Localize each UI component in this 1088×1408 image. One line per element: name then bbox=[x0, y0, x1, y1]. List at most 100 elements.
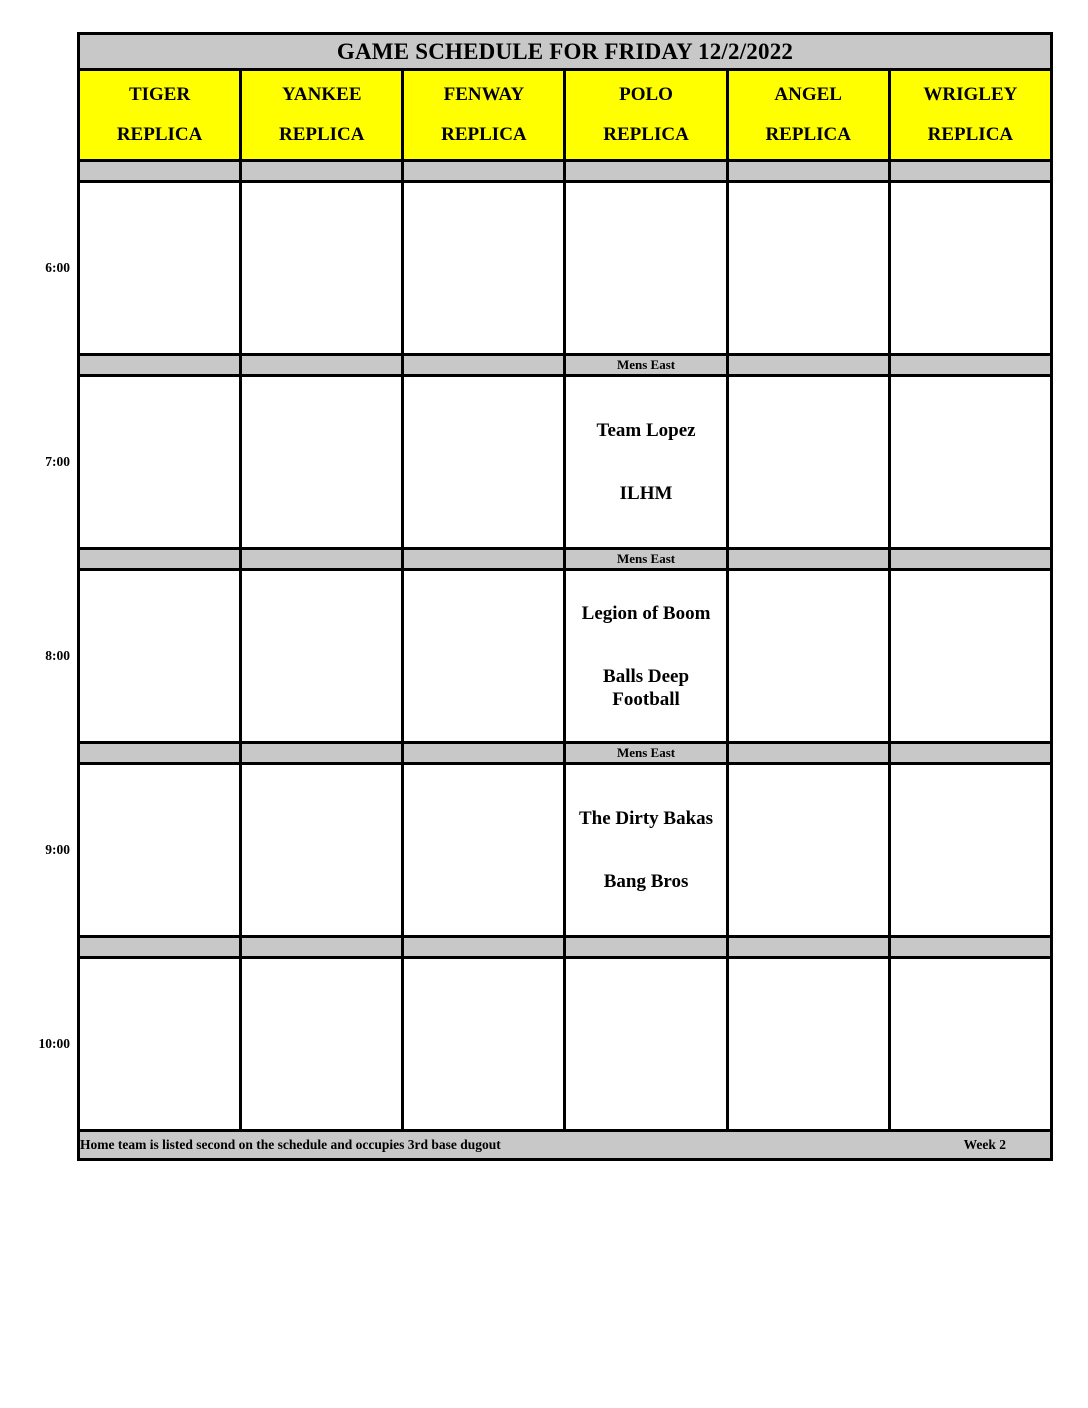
field-suffix: REPLICA bbox=[278, 124, 365, 145]
division-spacer bbox=[76, 935, 243, 959]
game-cell-content bbox=[404, 571, 563, 741]
game-cell-content bbox=[891, 959, 1050, 1129]
division-spacer bbox=[887, 353, 1054, 377]
game-cell[interactable]: Team Lopez ILHM bbox=[563, 374, 729, 550]
game-cell[interactable] bbox=[887, 374, 1054, 550]
time-label-1000: 10:00 bbox=[38, 1036, 71, 1051]
game-cell[interactable] bbox=[239, 568, 405, 744]
game-cell-content bbox=[242, 183, 401, 353]
home-team: Bang Bros bbox=[603, 871, 689, 892]
field-name: POLO bbox=[619, 84, 673, 105]
footer-content: Home team is listed second on the schedu… bbox=[80, 1137, 1050, 1153]
game-cell[interactable] bbox=[239, 180, 405, 356]
game-cell[interactable] bbox=[401, 956, 567, 1132]
field-header-tiger: TIGER REPLICA bbox=[76, 68, 243, 162]
division-label: Mens East bbox=[563, 353, 729, 377]
division-label: Mens East bbox=[563, 547, 729, 571]
game-cell[interactable] bbox=[887, 956, 1054, 1132]
game-cell[interactable] bbox=[76, 762, 243, 938]
game-cell[interactable] bbox=[239, 956, 405, 1132]
footer-cell: Home team is listed second on the schedu… bbox=[77, 1129, 1053, 1161]
game-row: Legion of Boom Balls Deep Football bbox=[76, 568, 1054, 744]
game-cell-content bbox=[242, 765, 401, 935]
division-spacer bbox=[887, 159, 1054, 183]
footer-row: Home team is listed second on the schedu… bbox=[77, 1129, 1053, 1161]
game-row: The Dirty Bakas Bang Bros bbox=[76, 762, 1054, 938]
field-header-polo: POLO REPLICA bbox=[563, 68, 729, 162]
division-spacer bbox=[725, 741, 891, 765]
game-cell[interactable] bbox=[887, 568, 1054, 744]
page-title: GAME SCHEDULE FOR FRIDAY 12/2/2022 bbox=[77, 32, 1053, 71]
division-spacer bbox=[239, 741, 405, 765]
field-header-row: TIGER REPLICA YANKEE REPLICA FENWAY REPLICA PO… bbox=[76, 68, 1054, 162]
game-cell[interactable]: Legion of Boom Balls Deep Football bbox=[563, 568, 729, 744]
division-spacer bbox=[76, 159, 243, 183]
game-cell-content bbox=[80, 765, 239, 935]
field-name: YANKEE bbox=[281, 84, 362, 105]
game-cell[interactable] bbox=[725, 180, 891, 356]
game-cell[interactable] bbox=[76, 568, 243, 744]
game-cell-content bbox=[80, 959, 239, 1129]
field-header-angel: ANGEL REPLICA bbox=[725, 68, 891, 162]
division-spacer bbox=[401, 353, 567, 377]
field-suffix: REPLICA bbox=[441, 124, 527, 145]
game-cell-content bbox=[80, 571, 239, 741]
game-cell[interactable] bbox=[239, 374, 405, 550]
game-cell-content: The Dirty Bakas Bang Bros bbox=[566, 765, 725, 935]
game-cell-content bbox=[404, 765, 563, 935]
game-cell[interactable] bbox=[725, 568, 891, 744]
game-cell[interactable] bbox=[725, 956, 891, 1132]
title-row: GAME SCHEDULE FOR FRIDAY 12/2/2022 bbox=[77, 32, 1053, 71]
game-cell[interactable] bbox=[239, 762, 405, 938]
field-header-wrigley: WRIGLEY REPLICA bbox=[887, 68, 1054, 162]
division-spacer bbox=[76, 547, 243, 571]
game-cell-content: Team Lopez ILHM bbox=[566, 377, 725, 547]
field-header-fenway: FENWAY REPLICA bbox=[401, 68, 567, 162]
game-cell[interactable] bbox=[401, 762, 567, 938]
game-cell[interactable] bbox=[401, 180, 567, 356]
game-cell-content bbox=[242, 571, 401, 741]
division-spacer bbox=[239, 935, 405, 959]
game-cell-content bbox=[729, 959, 888, 1129]
field-suffix: REPLICA bbox=[927, 124, 1014, 145]
division-spacer bbox=[563, 159, 729, 183]
time-label-900: 9:00 bbox=[45, 842, 70, 857]
game-cell-content bbox=[891, 183, 1050, 353]
division-spacer bbox=[563, 935, 729, 959]
division-spacer bbox=[239, 159, 405, 183]
game-cell-content bbox=[566, 959, 725, 1129]
division-spacer bbox=[239, 547, 405, 571]
game-cell[interactable]: The Dirty Bakas Bang Bros bbox=[563, 762, 729, 938]
game-cell[interactable] bbox=[563, 956, 729, 1132]
field-name: TIGER bbox=[128, 84, 191, 105]
division-row bbox=[76, 159, 1054, 183]
away-team: Team Lopez bbox=[596, 420, 696, 441]
division-spacer bbox=[76, 741, 243, 765]
division-row: Mens East bbox=[76, 741, 1054, 765]
field-name: ANGEL bbox=[774, 84, 842, 105]
division-row: Mens East bbox=[76, 547, 1054, 571]
game-cell-content bbox=[404, 377, 563, 547]
game-cell-content bbox=[80, 183, 239, 353]
game-cell[interactable] bbox=[401, 374, 567, 550]
game-cell[interactable] bbox=[76, 956, 243, 1132]
home-team: ILHM bbox=[619, 483, 673, 504]
game-cell[interactable] bbox=[887, 180, 1054, 356]
division-spacer bbox=[887, 547, 1054, 571]
game-cell[interactable] bbox=[887, 762, 1054, 938]
field-header-yankee: YANKEE REPLICA bbox=[239, 68, 405, 162]
game-cell[interactable] bbox=[76, 374, 243, 550]
game-cell-content bbox=[729, 571, 888, 741]
game-cell[interactable] bbox=[725, 762, 891, 938]
division-spacer bbox=[725, 159, 891, 183]
field-suffix: REPLICA bbox=[765, 124, 851, 145]
game-cell[interactable] bbox=[563, 180, 729, 356]
game-cell[interactable] bbox=[76, 180, 243, 356]
game-cell[interactable] bbox=[401, 568, 567, 744]
division-label: Mens East bbox=[563, 741, 729, 765]
division-spacer bbox=[239, 353, 405, 377]
game-row bbox=[76, 956, 1054, 1132]
game-cell[interactable] bbox=[725, 374, 891, 550]
week-number: Week 2 bbox=[963, 1137, 1006, 1152]
